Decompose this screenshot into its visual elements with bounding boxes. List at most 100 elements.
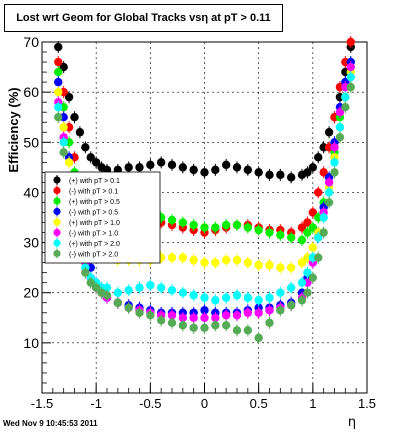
data-point [243, 293, 253, 302]
data-point [303, 218, 312, 227]
x-tick-label: -1 [90, 396, 102, 411]
data-point [314, 233, 323, 242]
data-point [346, 37, 355, 47]
data-point [303, 168, 312, 177]
data-point [297, 223, 307, 232]
y-tick-label: 50 [23, 134, 39, 150]
y-tick-label: 70 [23, 34, 39, 50]
data-point [146, 160, 155, 170]
data-point [54, 77, 63, 87]
y-tick-label: 10 [23, 335, 39, 351]
data-point [243, 258, 253, 267]
data-point [243, 165, 253, 175]
data-point [86, 278, 95, 287]
data-point [54, 87, 63, 97]
data-point [113, 298, 123, 307]
data-point [232, 291, 242, 300]
series-8 [54, 81, 355, 344]
data-point [254, 225, 263, 235]
data-point [276, 288, 285, 297]
data-point [91, 283, 101, 292]
data-point [200, 293, 209, 302]
data-point [335, 133, 345, 142]
data-point [54, 57, 63, 67]
data-point [54, 113, 63, 122]
data-point [189, 323, 198, 333]
data-point [200, 223, 209, 232]
data-point [276, 170, 285, 180]
data-point [265, 260, 274, 270]
data-point [303, 228, 312, 237]
data-point [297, 235, 307, 245]
data-point [135, 283, 144, 292]
data-point [91, 158, 101, 167]
data-point [189, 165, 198, 175]
legend-marker [53, 249, 61, 258]
legend-label: (-) with pT > 1.0 [69, 231, 118, 238]
data-point [146, 311, 155, 320]
data-point [314, 153, 323, 162]
x-axis-label: η [348, 415, 356, 430]
data-point [189, 291, 198, 300]
data-point [189, 255, 198, 265]
data-point [200, 313, 209, 322]
data-point [75, 128, 85, 137]
data-point [189, 313, 198, 322]
legend-marker [53, 176, 61, 184]
data-point [276, 230, 285, 240]
legend-marker [53, 239, 61, 247]
data-point [303, 268, 312, 277]
data-point [324, 188, 334, 197]
data-point [297, 258, 307, 267]
data-point [265, 228, 274, 237]
data-point [59, 148, 68, 157]
data-point [346, 72, 355, 82]
data-point [308, 273, 318, 282]
data-point [319, 168, 328, 177]
data-point [189, 220, 198, 230]
data-point [81, 143, 90, 152]
data-point [178, 163, 188, 172]
data-point [243, 326, 253, 335]
y-axis-label: Efficiency (%) [6, 87, 21, 172]
data-point [346, 62, 355, 72]
data-point [308, 243, 318, 252]
data-point [319, 213, 328, 222]
x-tick-label: -0.5 [139, 396, 161, 411]
y-tick-label: 30 [23, 235, 39, 251]
data-point [254, 260, 263, 270]
x-tick-label: -1.5 [31, 396, 53, 411]
data-point [243, 223, 253, 232]
data-point [211, 321, 220, 330]
data-point [330, 168, 339, 177]
data-point [330, 158, 339, 167]
data-point [146, 280, 155, 290]
data-point [297, 296, 307, 305]
data-point [167, 160, 177, 170]
data-point [178, 321, 188, 330]
data-point [167, 311, 177, 320]
data-point [286, 263, 296, 272]
data-point [232, 255, 242, 265]
data-point [335, 123, 345, 132]
data-point [211, 313, 220, 322]
data-point [178, 288, 188, 297]
data-point [86, 153, 95, 162]
x-tick-label: 0 [201, 396, 208, 411]
legend-label: (+) with pT > 1.0 [69, 220, 120, 227]
data-point [265, 293, 274, 302]
data-point [59, 62, 68, 72]
data-point [221, 321, 231, 330]
data-point [314, 253, 323, 262]
data-point [276, 263, 285, 272]
data-point [64, 158, 74, 167]
data-point [303, 288, 312, 297]
x-tick-label: 1.5 [358, 396, 376, 411]
y-tick-label: 60 [23, 84, 39, 100]
data-point [254, 296, 263, 305]
data-point [319, 228, 328, 237]
data-point [124, 286, 133, 295]
data-point [167, 215, 177, 225]
data-point [200, 323, 209, 333]
data-point [124, 163, 133, 172]
